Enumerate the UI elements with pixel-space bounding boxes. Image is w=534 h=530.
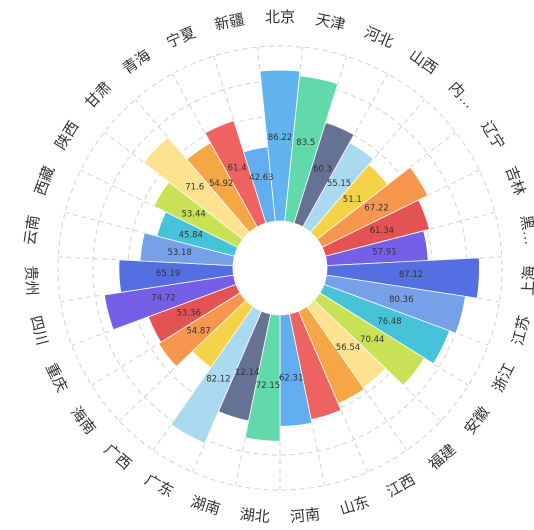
bar-辽宁[interactable] xyxy=(316,166,429,248)
value-label-宁夏: 61.4 xyxy=(228,164,247,174)
category-label-天津: 天津 xyxy=(314,11,347,34)
value-label-海南: 54.87 xyxy=(186,327,210,337)
bar-湖北[interactable] xyxy=(244,313,281,442)
category-label-云南: 云南 xyxy=(22,214,43,246)
value-label-安徽: 70.44 xyxy=(360,335,384,345)
value-label-甘肃: 71.6 xyxy=(185,182,204,192)
value-label-福建: 56.54 xyxy=(336,343,360,353)
bar-吉林[interactable] xyxy=(321,199,430,257)
bar-浙江[interactable] xyxy=(319,283,451,365)
value-label-湖北: 72.15 xyxy=(256,381,280,391)
category-label-吉林: 吉林 xyxy=(502,164,528,198)
value-label-贵州: 65.19 xyxy=(156,269,180,279)
category-label-黑…: 黑… xyxy=(517,214,534,246)
category-label-河南: 河南 xyxy=(289,506,321,526)
value-label-浙江: 76.48 xyxy=(377,317,401,327)
category-label-北京: 北京 xyxy=(265,9,295,26)
value-label-云南: 53.18 xyxy=(167,248,191,258)
bar-河北[interactable] xyxy=(293,121,355,228)
category-label-江西: 江西 xyxy=(384,471,418,500)
bar-广东[interactable] xyxy=(170,306,262,444)
category-label-新疆: 新疆 xyxy=(213,11,246,34)
category-label-湖北: 湖北 xyxy=(239,506,271,526)
category-label-海南: 海南 xyxy=(67,404,99,438)
category-label-甘肃: 甘肃 xyxy=(82,79,115,112)
category-label-广东: 广东 xyxy=(142,471,176,500)
category-label-山东: 山东 xyxy=(338,493,372,518)
value-label-辽宁: 67.22 xyxy=(364,203,388,213)
category-label-湖南: 湖南 xyxy=(188,493,222,518)
value-label-广东: 82.12 xyxy=(206,374,230,384)
bar-甘肃[interactable] xyxy=(143,136,250,240)
category-label-内…: 内… xyxy=(445,79,478,112)
bar-宁夏[interactable] xyxy=(204,120,267,228)
category-label-西藏: 西藏 xyxy=(32,164,58,198)
category-label-陕西: 陕西 xyxy=(52,118,82,152)
bar-四川[interactable] xyxy=(103,274,237,331)
category-label-宁夏: 宁夏 xyxy=(164,24,198,51)
value-label-layer: 86.22 83.5 60.3 55.15 51.167.22 61.34 57.91 87.… xyxy=(151,133,423,391)
value-label-黑…: 57.91 xyxy=(372,247,396,257)
bar-新疆[interactable] xyxy=(243,146,276,224)
category-label-四川: 四川 xyxy=(27,314,51,347)
value-label-吉林: 61.34 xyxy=(370,226,394,236)
value-label-陕西: 53.44 xyxy=(181,210,205,220)
category-label-广西: 广西 xyxy=(101,441,135,473)
value-label-内…: 51.1 xyxy=(343,195,362,205)
category-label-河北: 河北 xyxy=(362,24,396,51)
value-label-上海: 87.12 xyxy=(399,270,423,280)
category-label-青海: 青海 xyxy=(120,47,154,78)
grid-circle-0 xyxy=(232,220,328,316)
value-label-新疆: 42.63 xyxy=(249,173,273,183)
bar-layer xyxy=(103,69,480,444)
category-label-贵州: 贵州 xyxy=(22,265,40,296)
grid-circle-5 xyxy=(57,45,503,491)
value-label-青海: 54.92 xyxy=(209,179,233,189)
category-label-上海: 上海 xyxy=(520,265,534,296)
value-label-北京: 86.22 xyxy=(268,133,292,143)
category-label-安徽: 安徽 xyxy=(461,404,493,438)
value-label-湖南: 12.14 xyxy=(235,368,259,378)
value-label-河北: 60.3 xyxy=(313,164,332,174)
category-label-山西: 山西 xyxy=(406,47,440,78)
value-label-江苏: 80.36 xyxy=(389,295,413,305)
bar-云南[interactable] xyxy=(139,232,235,267)
bar-贵州[interactable] xyxy=(118,259,234,293)
bar-北京[interactable] xyxy=(259,69,301,222)
category-label-浙江: 浙江 xyxy=(490,361,518,395)
value-label-重庆: 53.36 xyxy=(177,308,201,318)
bar-江苏[interactable] xyxy=(323,274,466,334)
value-label-河南: 62.31 xyxy=(279,374,303,384)
bar-上海[interactable] xyxy=(326,257,480,299)
value-label-西藏: 45.84 xyxy=(179,230,203,240)
category-label-福建: 福建 xyxy=(426,441,460,473)
category-label-辽宁: 辽宁 xyxy=(477,118,507,152)
value-label-山西: 55.15 xyxy=(327,179,351,189)
bar-安徽[interactable] xyxy=(313,292,426,386)
bar-山西[interactable] xyxy=(302,141,375,233)
value-label-天津: 83.5 xyxy=(296,138,315,148)
category-label-重庆: 重庆 xyxy=(42,361,70,395)
value-label-四川: 74.72 xyxy=(151,294,175,304)
bar-海南[interactable] xyxy=(158,292,247,368)
bar-天津[interactable] xyxy=(284,75,339,224)
category-label-江苏: 江苏 xyxy=(510,314,534,347)
